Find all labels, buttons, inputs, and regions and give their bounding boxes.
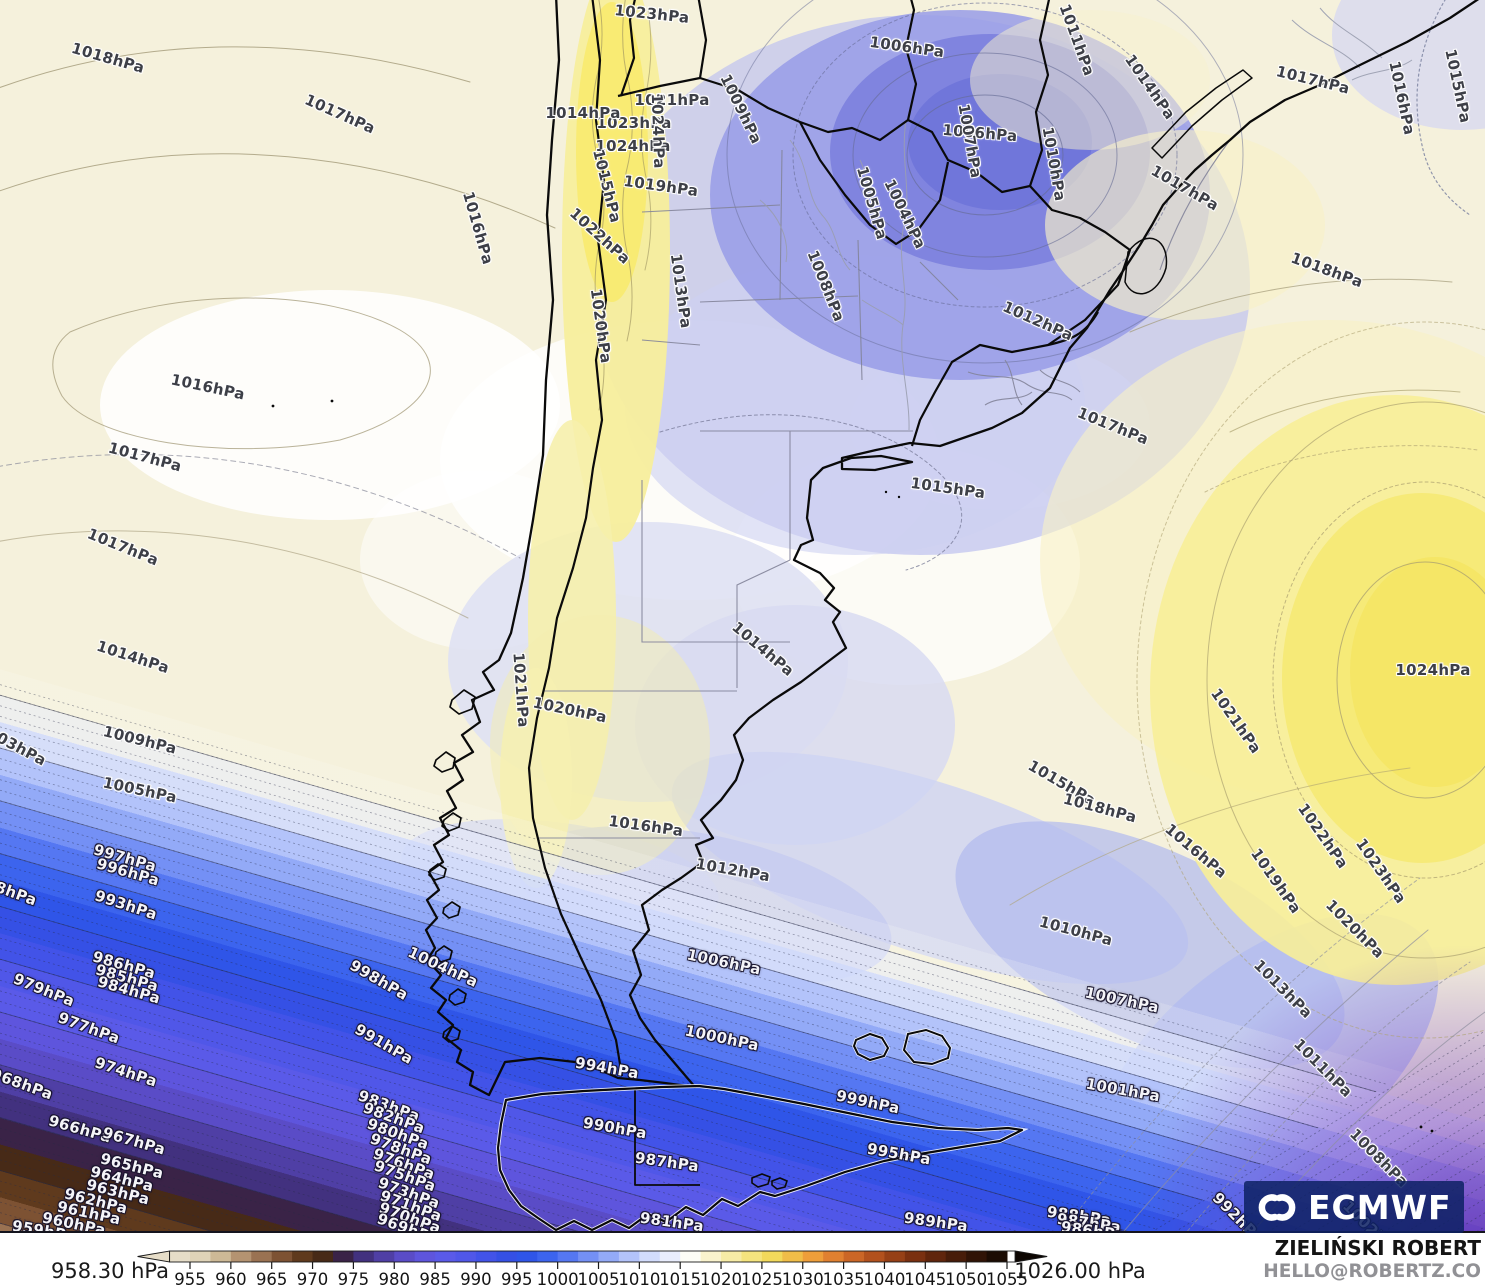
- islands: [428, 689, 476, 1043]
- colorbar-tick-label: 1055: [986, 1270, 1028, 1287]
- colorbar-tick-label: 1035: [823, 1270, 865, 1287]
- colorbar-tick-label: 965: [256, 1270, 288, 1287]
- colorbar-ticks: 955 960 965 970 975 980 985 990 995 1000100510101…: [174, 1262, 1028, 1287]
- pressure-field-svg: [0, 0, 1485, 1233]
- colorbar-tick-label: 975: [338, 1270, 370, 1287]
- islet-specks: [271, 399, 1434, 1133]
- colorbar-tick-label: 1030: [782, 1270, 824, 1287]
- colorbar-tick-label: 955: [174, 1270, 206, 1287]
- colorbar-tick-label: 1015: [659, 1270, 701, 1287]
- colorbar-tick-label: 1020: [700, 1270, 742, 1287]
- ecmwf-logo: ECMWF: [1244, 1181, 1464, 1233]
- colorbar-tick-label: 960: [215, 1270, 247, 1287]
- colorbar-tick-label: 1050: [945, 1270, 987, 1287]
- max-pressure-value: 1026.00 hPa: [1014, 1259, 1146, 1283]
- colorbar-tick-label: 995: [501, 1270, 533, 1287]
- colorbar-tick-label: 1040: [863, 1270, 905, 1287]
- colorbar-tick-label: 1010: [618, 1270, 660, 1287]
- author-name: ZIELIŃSKI ROBERT: [1274, 1236, 1481, 1260]
- color-scale: 955 960 965 970 975 980 985 990 995 1000100510101…: [137, 1250, 1048, 1287]
- country-borders: [527, 0, 1132, 1186]
- colorbar: [169, 1251, 1008, 1262]
- legend: 955 960 965 970 975 980 985 990 995 1000 1005 1010 1…: [0, 1233, 1485, 1287]
- isobar-fan: [0, 694, 1485, 1233]
- colorbar-tick-label: 1005: [578, 1270, 620, 1287]
- ecmwf-logo-text: ECMWF: [1308, 1187, 1452, 1227]
- colorbar-tick-label: 970: [297, 1270, 329, 1287]
- colorbar-tick-label: 1025: [741, 1270, 783, 1287]
- pressure-map: [0, 0, 1485, 1233]
- contact-email: HELLO@ROBERTZ.CO: [1263, 1261, 1481, 1282]
- min-pressure-value: 958.30 hPa: [50, 1259, 170, 1283]
- colorbar-tick-label: 990: [460, 1270, 492, 1287]
- coastline: [424, 0, 1480, 1097]
- falkland-islands: [852, 1028, 952, 1066]
- colorbar-tick-label: 980: [379, 1270, 411, 1287]
- tierra-del-fuego: [495, 1083, 1029, 1233]
- colorbar-tick-label: 1000: [537, 1270, 579, 1287]
- map-bottom-edge: [0, 1231, 1485, 1233]
- isobar-curves: [0, 0, 1485, 1233]
- rivers: [759, 7, 1413, 431]
- isobar-lines: [0, 684, 1485, 1233]
- colorbar-tick-label: 985: [419, 1270, 451, 1287]
- colorbar-tick-label: 1045: [904, 1270, 946, 1287]
- ecmwf-logo-icon: [1258, 1194, 1296, 1221]
